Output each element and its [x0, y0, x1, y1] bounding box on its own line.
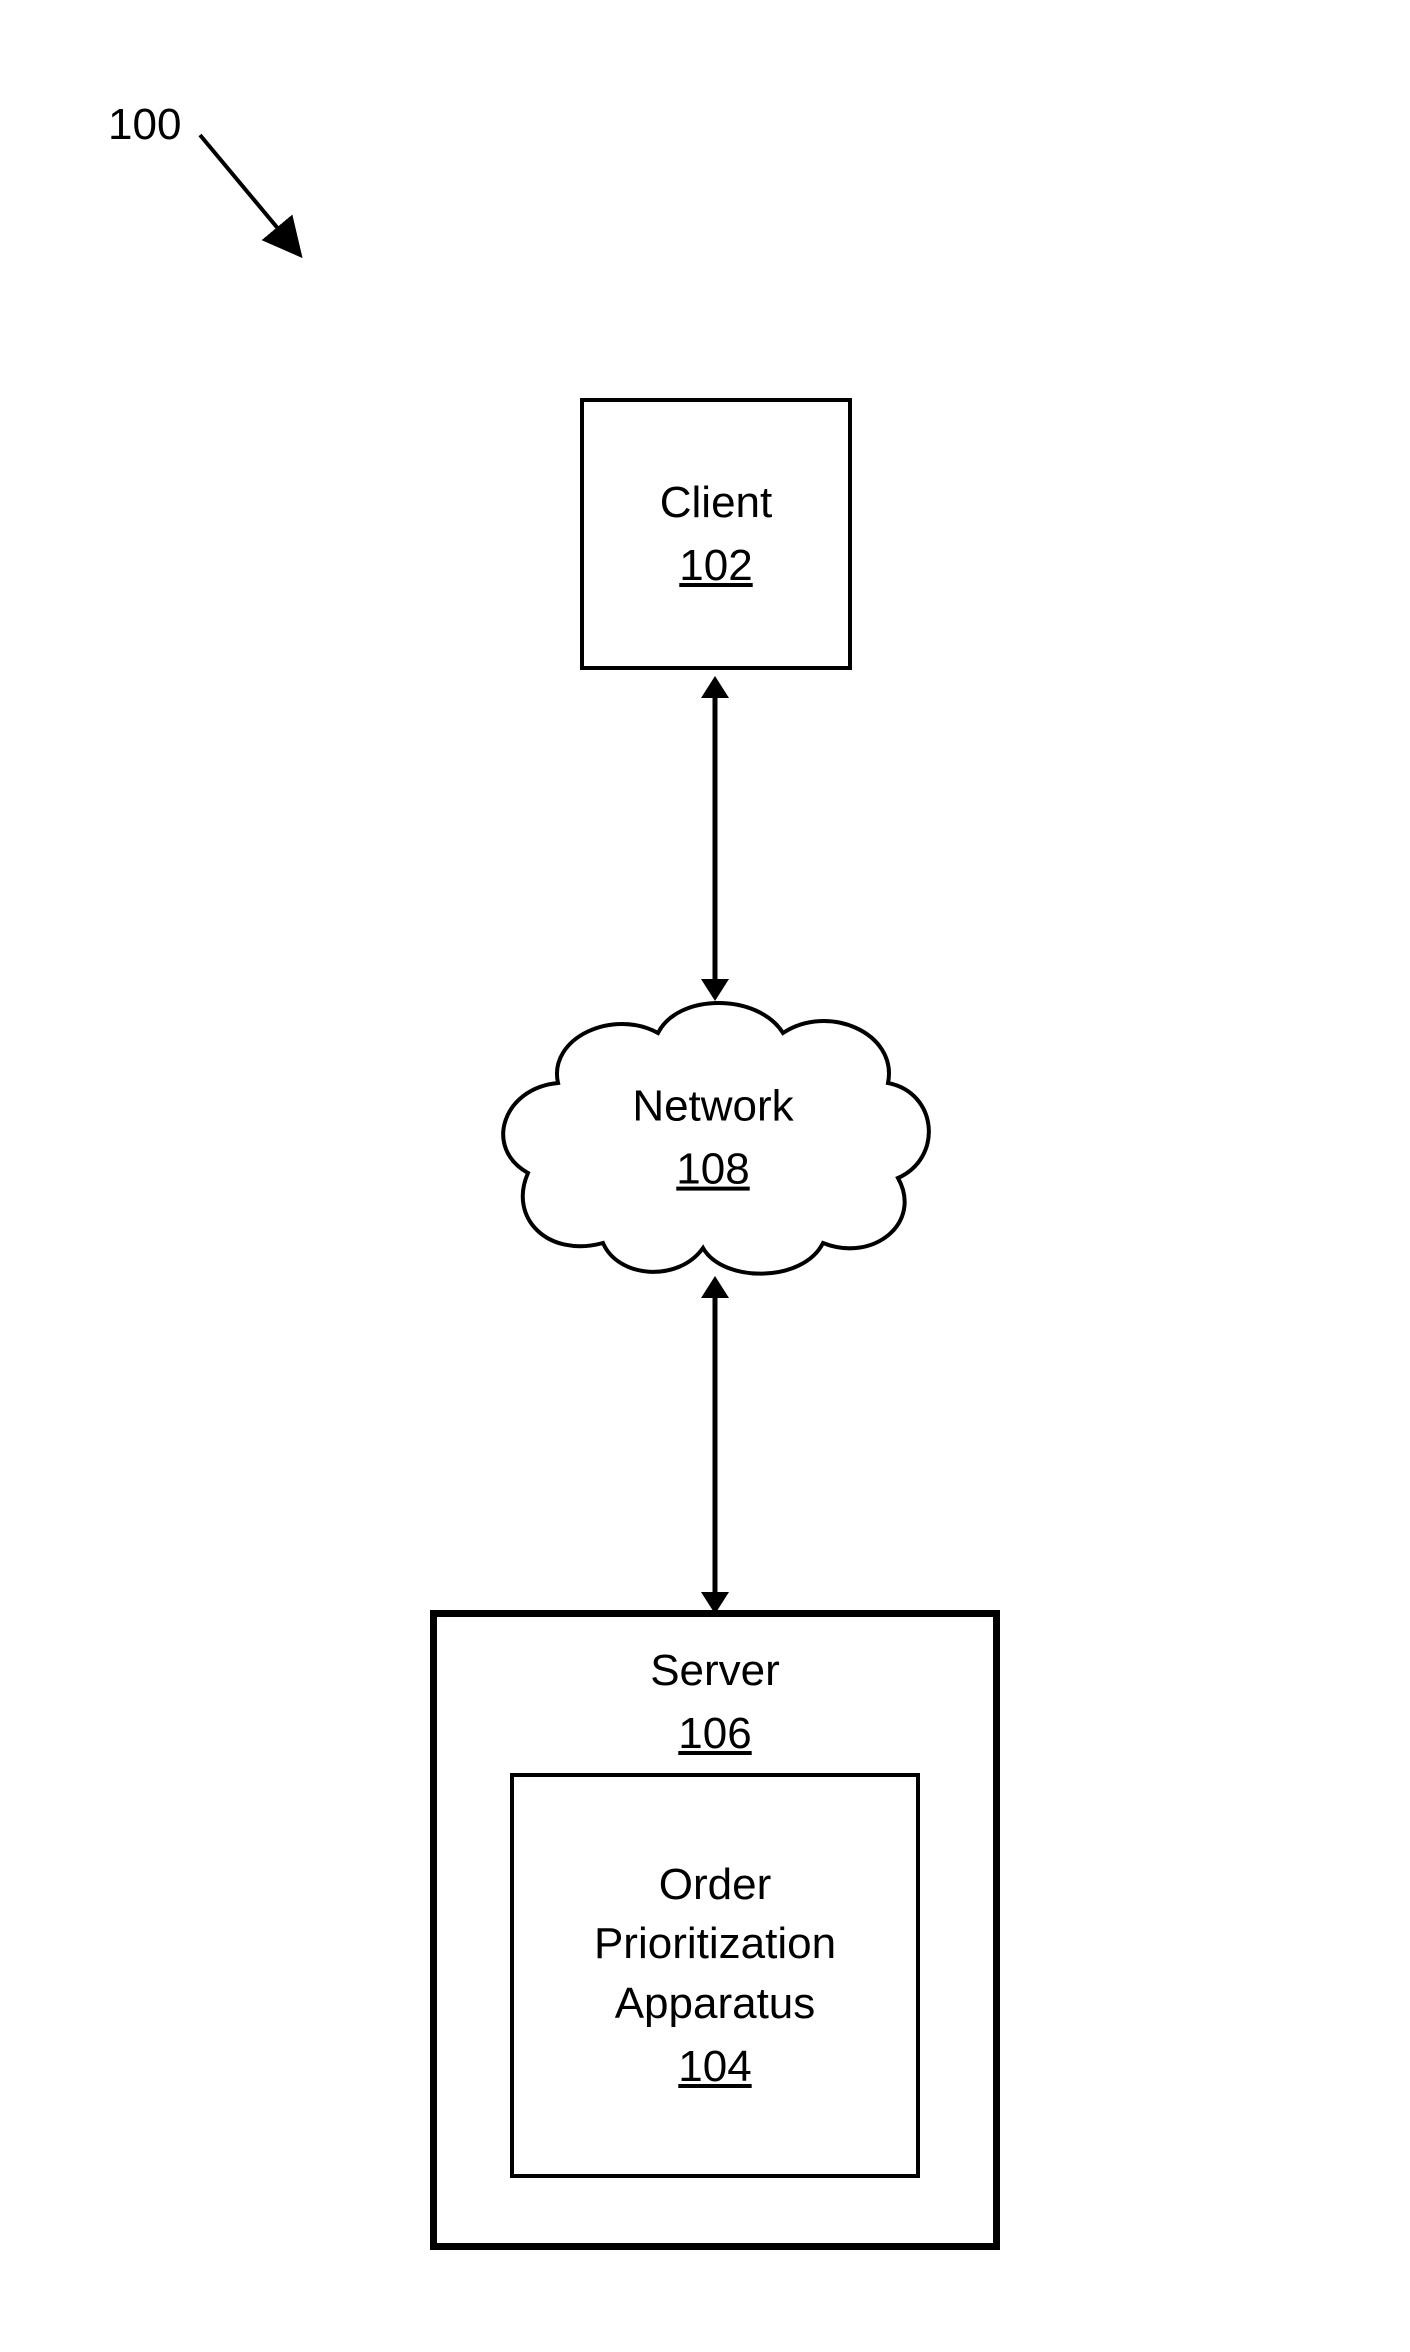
apparatus-number: 104: [678, 2037, 751, 2096]
server-label: Server: [650, 1641, 780, 1700]
diagram-canvas: 100 Client 102 Net: [0, 0, 1410, 2352]
server-number: 106: [678, 1704, 751, 1763]
apparatus-label-line1: Order: [659, 1855, 771, 1914]
apparatus-node: Order Prioritization Apparatus 104: [510, 1773, 920, 2178]
apparatus-label-line2: Prioritization: [594, 1914, 836, 1973]
apparatus-label-line3: Apparatus: [615, 1974, 816, 2033]
